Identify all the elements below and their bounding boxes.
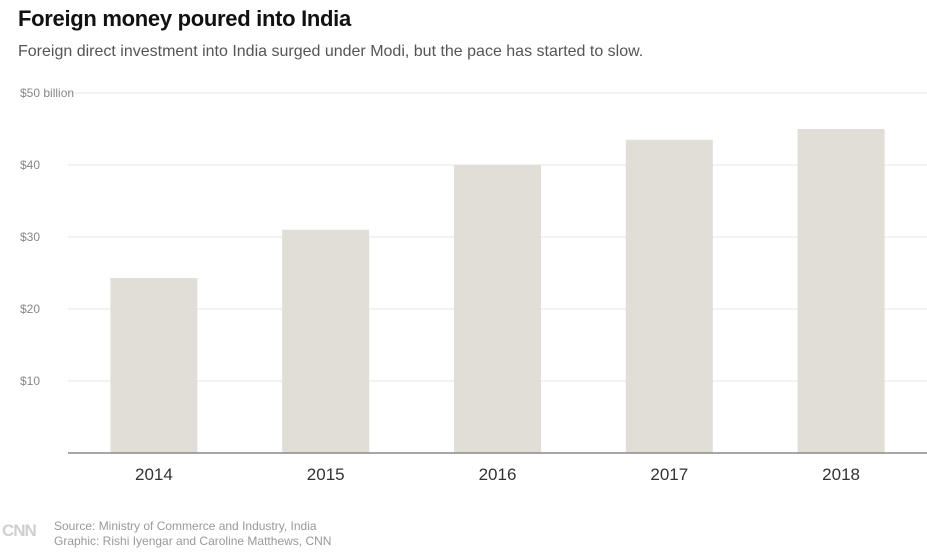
y-tick-label: $10 (20, 374, 40, 388)
graphic-credit: Graphic: Rishi Iyengar and Caroline Matt… (54, 534, 332, 548)
source-text: Source: Ministry of Commerce and Industr… (54, 519, 317, 533)
chart-subtitle: Foreign direct investment into India sur… (18, 43, 644, 60)
y-tick-label: $30 (20, 230, 40, 244)
credits: Source: Ministry of Commerce and Industr… (54, 519, 331, 549)
bar-2018 (797, 129, 885, 453)
x-tick-label: 2014 (135, 465, 173, 484)
bars (110, 129, 885, 454)
bar-2015 (282, 229, 370, 453)
y-tick-label: $40 (20, 158, 40, 172)
x-tick-label: 2017 (650, 465, 688, 484)
x-tick-label: 2015 (307, 465, 345, 484)
x-axis: 2014 2015 2016 2017 2018 (68, 452, 927, 484)
x-tick-label: 2016 (479, 465, 517, 484)
x-tick-label: 2018 (822, 465, 860, 484)
bar-2014 (110, 278, 198, 453)
cnn-logo: CNN (2, 521, 37, 540)
chart-title: Foreign money poured into India (18, 6, 351, 31)
gridlines: $50 billion $40 $30 $20 $10 (20, 86, 927, 388)
bar-2016 (454, 165, 541, 453)
y-tick-label: $20 (20, 302, 40, 316)
bar-2017 (625, 139, 713, 454)
bar-chart: $50 billion $40 $30 $20 $10 2014 2015 2016 2017… (20, 86, 927, 484)
footer: CNN Source: Ministry of Commerce and Ind… (0, 513, 927, 556)
y-tick-label: $50 billion (20, 86, 74, 100)
